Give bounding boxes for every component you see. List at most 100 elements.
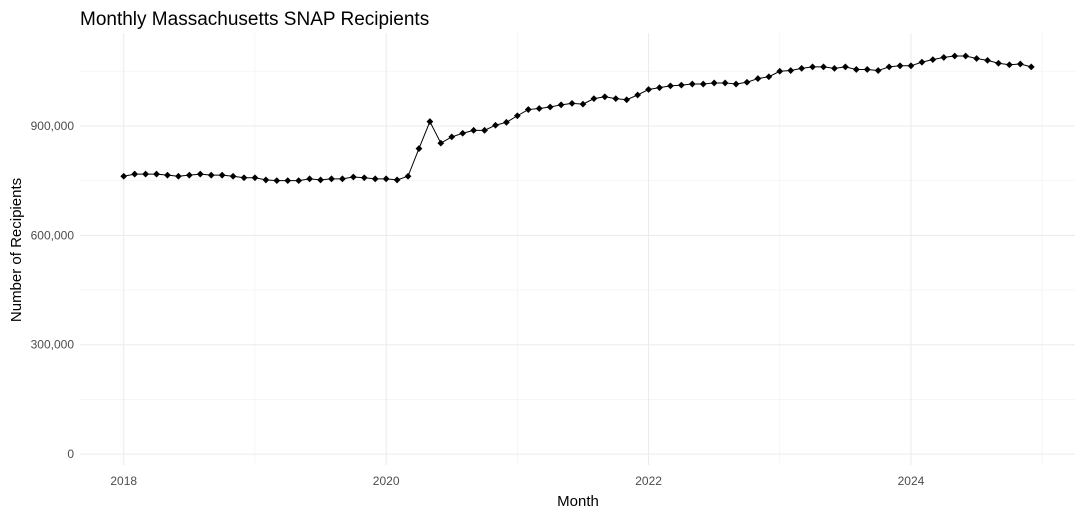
data-point xyxy=(175,172,182,180)
data-point xyxy=(393,176,401,184)
data-point xyxy=(568,99,576,107)
data-point xyxy=(339,175,346,183)
data-point xyxy=(426,118,434,125)
data-point xyxy=(896,62,904,70)
data-point xyxy=(754,75,762,82)
data-point xyxy=(382,175,390,183)
data-point xyxy=(688,80,696,88)
data-point xyxy=(459,129,467,137)
data-point xyxy=(284,177,292,185)
data-point xyxy=(612,95,620,103)
series-line xyxy=(123,55,1032,182)
data-point xyxy=(262,176,270,184)
data-point xyxy=(437,139,445,147)
data-point xyxy=(743,78,751,86)
data-point xyxy=(765,73,773,81)
data-point xyxy=(1005,61,1013,69)
data-point xyxy=(798,64,806,72)
data-point xyxy=(535,105,543,112)
data-point xyxy=(776,67,784,75)
data-point xyxy=(142,170,150,178)
data-point xyxy=(787,67,795,74)
data-point xyxy=(251,174,259,182)
data-point xyxy=(207,171,215,179)
data-point xyxy=(918,58,926,66)
y-tick-label: 900,000 xyxy=(31,119,75,133)
data-point xyxy=(415,145,423,152)
x-tick-label: 2018 xyxy=(110,474,137,488)
data-point xyxy=(349,173,357,181)
data-point xyxy=(841,63,849,71)
data-point xyxy=(601,93,609,101)
data-point xyxy=(699,80,707,88)
data-point xyxy=(623,96,631,104)
data-point xyxy=(240,174,248,182)
y-axis-title: Number of Recipients xyxy=(8,178,25,322)
data-point xyxy=(710,79,718,87)
data-point xyxy=(1027,63,1035,71)
data-point xyxy=(677,81,685,89)
data-point xyxy=(1016,60,1024,68)
x-axis-title: Month xyxy=(557,493,599,510)
data-point xyxy=(721,79,729,87)
axes: 0 300,000 600,000 900,000 2018 2020 2022 2024 xyxy=(31,119,925,488)
data-point xyxy=(164,171,171,179)
data-point xyxy=(328,175,335,183)
gridlines xyxy=(80,33,1075,465)
data-point xyxy=(492,121,499,129)
data-point xyxy=(470,126,478,134)
data-point xyxy=(317,176,324,184)
data-point xyxy=(273,177,281,185)
data-point xyxy=(831,64,838,72)
data-point xyxy=(404,172,412,180)
data-point xyxy=(360,174,368,182)
data-point xyxy=(656,84,663,92)
data-point xyxy=(995,59,1002,67)
x-tick-label: 2024 xyxy=(898,474,925,488)
data-point xyxy=(371,175,379,183)
data-point xyxy=(907,62,915,70)
data-point xyxy=(863,66,871,73)
data-point xyxy=(885,63,893,71)
data-point xyxy=(524,106,532,113)
data-point xyxy=(929,56,937,64)
y-tick-label: 300,000 xyxy=(31,338,75,352)
data-point xyxy=(590,95,598,103)
y-tick-label: 0 xyxy=(67,447,74,461)
data-point xyxy=(131,170,139,178)
data-point xyxy=(962,52,970,60)
x-tick-label: 2022 xyxy=(635,474,662,488)
data-point xyxy=(579,100,587,108)
data-point xyxy=(667,82,674,90)
data-point xyxy=(984,56,991,64)
data-point xyxy=(185,171,193,179)
data-point xyxy=(546,103,554,111)
data-point xyxy=(120,172,128,180)
series-recipients xyxy=(120,52,1035,185)
data-point xyxy=(503,118,510,126)
data-point xyxy=(940,54,948,61)
data-point xyxy=(295,177,303,185)
data-point xyxy=(557,101,565,109)
data-point xyxy=(809,63,816,71)
data-point xyxy=(645,86,652,93)
data-point xyxy=(306,175,314,183)
chart-title: Monthly Massachusetts SNAP Recipients xyxy=(80,9,429,30)
data-point xyxy=(820,63,827,71)
data-point xyxy=(196,170,204,178)
data-point xyxy=(852,66,860,73)
data-point xyxy=(732,80,740,88)
data-point xyxy=(229,172,237,180)
y-tick-label: 600,000 xyxy=(31,228,75,242)
data-point xyxy=(218,171,226,179)
data-point xyxy=(973,55,980,62)
x-tick-label: 2020 xyxy=(373,474,400,488)
data-point xyxy=(153,170,160,178)
data-point xyxy=(634,91,642,99)
data-point xyxy=(448,133,456,141)
data-point xyxy=(481,126,488,134)
data-point xyxy=(874,67,882,74)
data-point xyxy=(951,52,959,60)
